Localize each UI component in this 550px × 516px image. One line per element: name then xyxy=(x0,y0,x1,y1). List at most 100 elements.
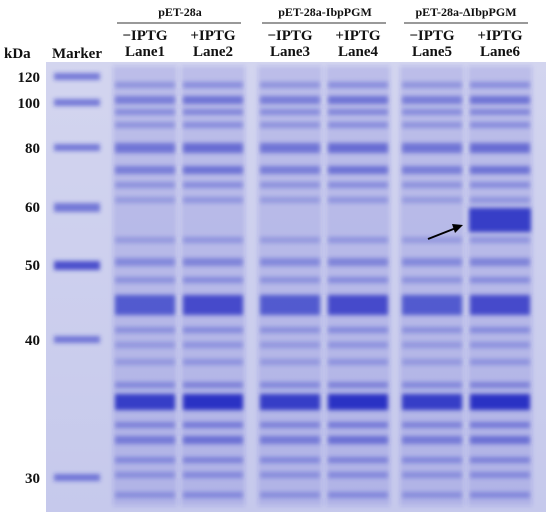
marker-band xyxy=(54,336,100,343)
protein-band xyxy=(470,82,530,88)
protein-band xyxy=(328,166,388,174)
protein-band xyxy=(328,327,388,333)
lane-smear xyxy=(400,66,464,506)
protein-band xyxy=(115,122,175,128)
protein-band xyxy=(328,122,388,128)
protein-band xyxy=(402,143,462,153)
protein-band xyxy=(470,436,530,444)
protein-band xyxy=(402,109,462,115)
lane-name: Lane5 xyxy=(412,44,452,60)
unit-label: kDa xyxy=(4,46,31,62)
protein-band xyxy=(402,422,462,428)
lane-name: Lane3 xyxy=(270,44,310,60)
protein-band xyxy=(183,258,243,266)
protein-band xyxy=(115,327,175,333)
protein-band xyxy=(115,492,175,498)
protein-band xyxy=(470,492,530,498)
protein-band xyxy=(183,122,243,128)
marker-band xyxy=(54,73,100,80)
protein-band xyxy=(470,295,530,315)
protein-band xyxy=(402,295,462,315)
protein-band xyxy=(470,166,530,174)
protein-band xyxy=(470,422,530,428)
protein-band xyxy=(402,342,462,348)
protein-band xyxy=(470,359,530,365)
protein-band xyxy=(470,382,530,388)
protein-band xyxy=(115,342,175,348)
protein-band xyxy=(260,359,320,365)
protein-band xyxy=(328,422,388,428)
protein-band xyxy=(328,143,388,153)
protein-band xyxy=(402,96,462,104)
protein-band xyxy=(260,457,320,463)
protein-band xyxy=(402,382,462,388)
protein-band xyxy=(328,182,388,188)
protein-band xyxy=(183,96,243,104)
protein-band xyxy=(183,82,243,88)
marker-band xyxy=(54,144,100,151)
protein-band xyxy=(183,342,243,348)
protein-band xyxy=(260,472,320,478)
protein-band xyxy=(402,277,462,283)
protein-band xyxy=(115,394,175,410)
protein-band xyxy=(402,237,462,243)
protein-band xyxy=(402,436,462,444)
protein-band xyxy=(260,422,320,428)
lane-smear xyxy=(113,66,177,506)
protein-band xyxy=(328,342,388,348)
arrow xyxy=(427,224,463,240)
protein-band xyxy=(328,295,388,315)
protein-band xyxy=(402,472,462,478)
protein-band xyxy=(470,182,530,188)
lane-smear xyxy=(468,66,532,506)
protein-band xyxy=(328,472,388,478)
protein-band xyxy=(115,96,175,104)
protein-band xyxy=(470,258,530,266)
protein-band xyxy=(260,258,320,266)
protein-band xyxy=(260,492,320,498)
protein-band xyxy=(328,359,388,365)
protein-band xyxy=(183,109,243,115)
protein-band xyxy=(115,182,175,188)
protein-band xyxy=(115,143,175,153)
protein-band xyxy=(115,197,175,203)
protein-band xyxy=(260,295,320,315)
protein-band xyxy=(470,277,530,283)
protein-band xyxy=(260,436,320,444)
marker-band xyxy=(54,474,100,481)
protein-band xyxy=(328,492,388,498)
protein-band xyxy=(402,327,462,333)
group-title: pET-28a-ΔIbpPGM xyxy=(415,5,516,19)
induced-band xyxy=(469,208,531,232)
marker-size: 40 xyxy=(25,333,40,349)
protein-band xyxy=(328,277,388,283)
protein-band xyxy=(260,109,320,115)
marker-size: 60 xyxy=(25,200,40,216)
protein-band xyxy=(183,143,243,153)
protein-band xyxy=(328,96,388,104)
protein-band xyxy=(260,122,320,128)
protein-band xyxy=(183,436,243,444)
protein-band xyxy=(260,394,320,410)
protein-band xyxy=(402,492,462,498)
protein-band xyxy=(183,182,243,188)
protein-band xyxy=(183,295,243,315)
protein-band xyxy=(328,109,388,115)
protein-band xyxy=(470,457,530,463)
protein-band xyxy=(328,237,388,243)
protein-band xyxy=(470,237,530,243)
protein-band xyxy=(328,457,388,463)
protein-band xyxy=(115,109,175,115)
protein-band xyxy=(402,359,462,365)
treatment: +IPTG xyxy=(335,28,381,44)
protein-band xyxy=(402,197,462,203)
protein-band xyxy=(183,277,243,283)
protein-band xyxy=(183,382,243,388)
group-title: pET-28a xyxy=(158,5,202,19)
protein-band xyxy=(260,342,320,348)
protein-band xyxy=(115,277,175,283)
protein-band xyxy=(115,258,175,266)
protein-band xyxy=(115,382,175,388)
treatment: +IPTG xyxy=(190,28,236,44)
protein-band xyxy=(470,394,530,410)
